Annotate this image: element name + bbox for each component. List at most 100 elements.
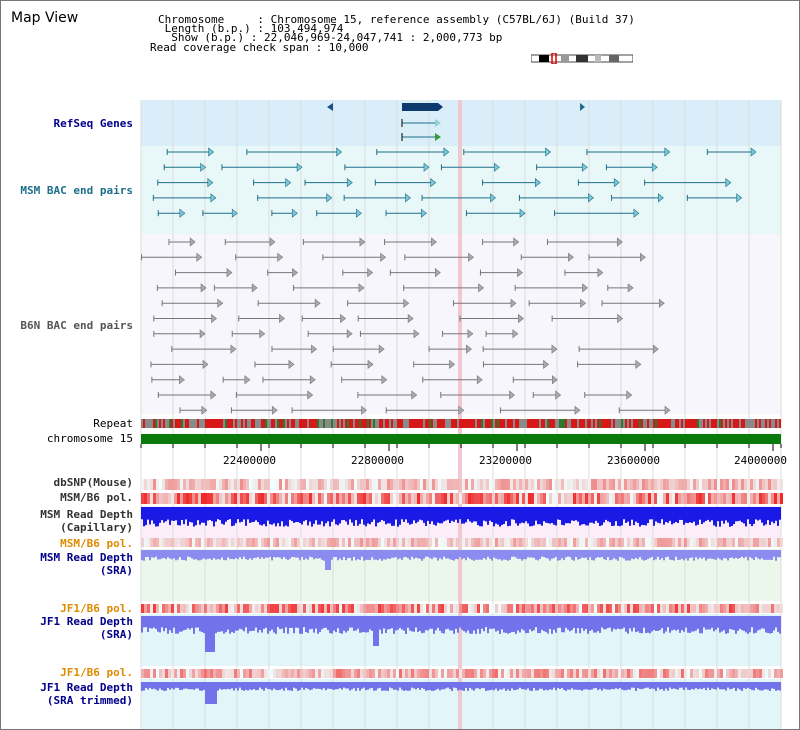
polymorphism-cell — [780, 538, 783, 547]
polymorphism-cell — [462, 604, 465, 613]
bac-pair-arrow — [210, 390, 217, 400]
depth-bar — [217, 616, 219, 632]
polymorphism-cell — [729, 604, 732, 613]
depth-bar — [643, 616, 645, 628]
bac-pair-arrow — [346, 177, 353, 188]
depth-bar — [487, 682, 489, 691]
depth-bar — [389, 550, 391, 559]
polymorphism-cell — [621, 669, 624, 678]
depth-bar — [527, 550, 529, 558]
polymorphism-cell — [456, 669, 459, 678]
polymorphism-cell — [765, 493, 768, 504]
repeat-segment — [313, 419, 315, 428]
polymorphism-cell — [228, 538, 231, 547]
polymorphism-cell — [525, 493, 528, 504]
polymorphism-cell — [438, 538, 441, 547]
depth-bar — [503, 682, 505, 689]
depth-bar — [303, 616, 305, 628]
polymorphism-cell — [267, 669, 270, 678]
depth-bar — [665, 682, 667, 689]
depth-bar — [263, 682, 265, 691]
polymorphism-cell — [384, 493, 387, 504]
depth-bar — [365, 682, 367, 691]
depth-bar — [305, 682, 307, 689]
depth-bar — [577, 682, 579, 690]
depth-bar — [745, 550, 747, 557]
depth-bar — [265, 616, 267, 628]
polymorphism-cell — [315, 493, 318, 504]
depth-bar — [589, 616, 591, 631]
polymorphism-cell — [564, 669, 567, 678]
polymorphism-cell — [657, 604, 660, 613]
polymorphism-cell — [321, 493, 324, 504]
depth-bar — [339, 682, 341, 689]
depth-bar — [683, 616, 685, 632]
polymorphism-cell — [636, 604, 639, 613]
polymorphism-cell — [297, 493, 300, 504]
polymorphism-cell — [690, 493, 693, 504]
polymorphism-cell — [774, 538, 777, 547]
depth-bar — [385, 616, 387, 633]
polymorphism-cell — [771, 493, 774, 504]
polymorphism-cell — [624, 493, 627, 504]
polymorphism-cell — [417, 669, 420, 678]
depth-bar — [697, 682, 699, 690]
chromosome-ideogram[interactable] — [531, 53, 633, 64]
polymorphism-cell — [354, 493, 357, 504]
polymorphism-cell — [735, 479, 738, 490]
depth-bar — [423, 616, 425, 633]
polymorphism-cell — [669, 669, 672, 678]
depth-bar — [157, 616, 159, 632]
polymorphism-cell — [222, 538, 225, 547]
depth-bar — [415, 682, 417, 690]
polymorphism-cell — [480, 493, 483, 504]
polymorphism-cell — [486, 493, 489, 504]
polymorphism-cell — [183, 493, 186, 504]
depth-bar — [437, 616, 439, 628]
depth-bar — [177, 507, 179, 526]
polymorphism-cell — [168, 493, 171, 504]
depth-bar — [479, 550, 481, 560]
bac-pair-arrow — [200, 283, 207, 293]
polymorphism-cell — [411, 493, 414, 504]
polymorphism-cell — [207, 669, 210, 678]
depth-bar — [693, 616, 695, 632]
depth-bar — [349, 507, 351, 520]
repeat-segment — [637, 419, 639, 428]
depth-bar — [175, 616, 177, 634]
depth-bar — [467, 616, 469, 631]
polymorphism-cell — [141, 604, 144, 613]
repeat-segment — [667, 419, 669, 428]
polymorphism-cell — [519, 479, 522, 490]
polymorphism-cell — [267, 538, 270, 547]
depth-bar — [775, 507, 777, 521]
polymorphism-cell — [309, 669, 312, 678]
depth-bar — [295, 616, 297, 628]
polymorphism-cell — [297, 538, 300, 547]
polymorphism-cell — [243, 479, 246, 490]
depth-bar — [249, 507, 251, 523]
repeat-segment — [601, 419, 603, 428]
depth-bar — [561, 550, 563, 559]
polymorphism-cell — [468, 479, 471, 490]
depth-bar — [403, 550, 405, 558]
polymorphism-cell — [468, 669, 471, 678]
polymorphism-cell — [438, 604, 441, 613]
depth-bar — [543, 550, 545, 557]
repeat-segment — [325, 419, 327, 428]
repeat-segment — [293, 419, 295, 428]
polymorphism-cell — [402, 479, 405, 490]
depth-bar — [299, 550, 301, 561]
polymorphism-cell — [174, 604, 177, 613]
polymorphism-cell — [543, 538, 546, 547]
polymorphism-cell — [504, 604, 507, 613]
depth-bar — [573, 682, 575, 690]
polymorphism-cell — [399, 669, 402, 678]
depth-bar — [729, 616, 731, 629]
depth-bar — [321, 682, 323, 690]
polymorphism-cell — [483, 604, 486, 613]
depth-bar — [233, 550, 235, 560]
depth-bar — [321, 550, 323, 560]
polymorphism-cell — [441, 479, 444, 490]
polymorphism-cell — [339, 493, 342, 504]
